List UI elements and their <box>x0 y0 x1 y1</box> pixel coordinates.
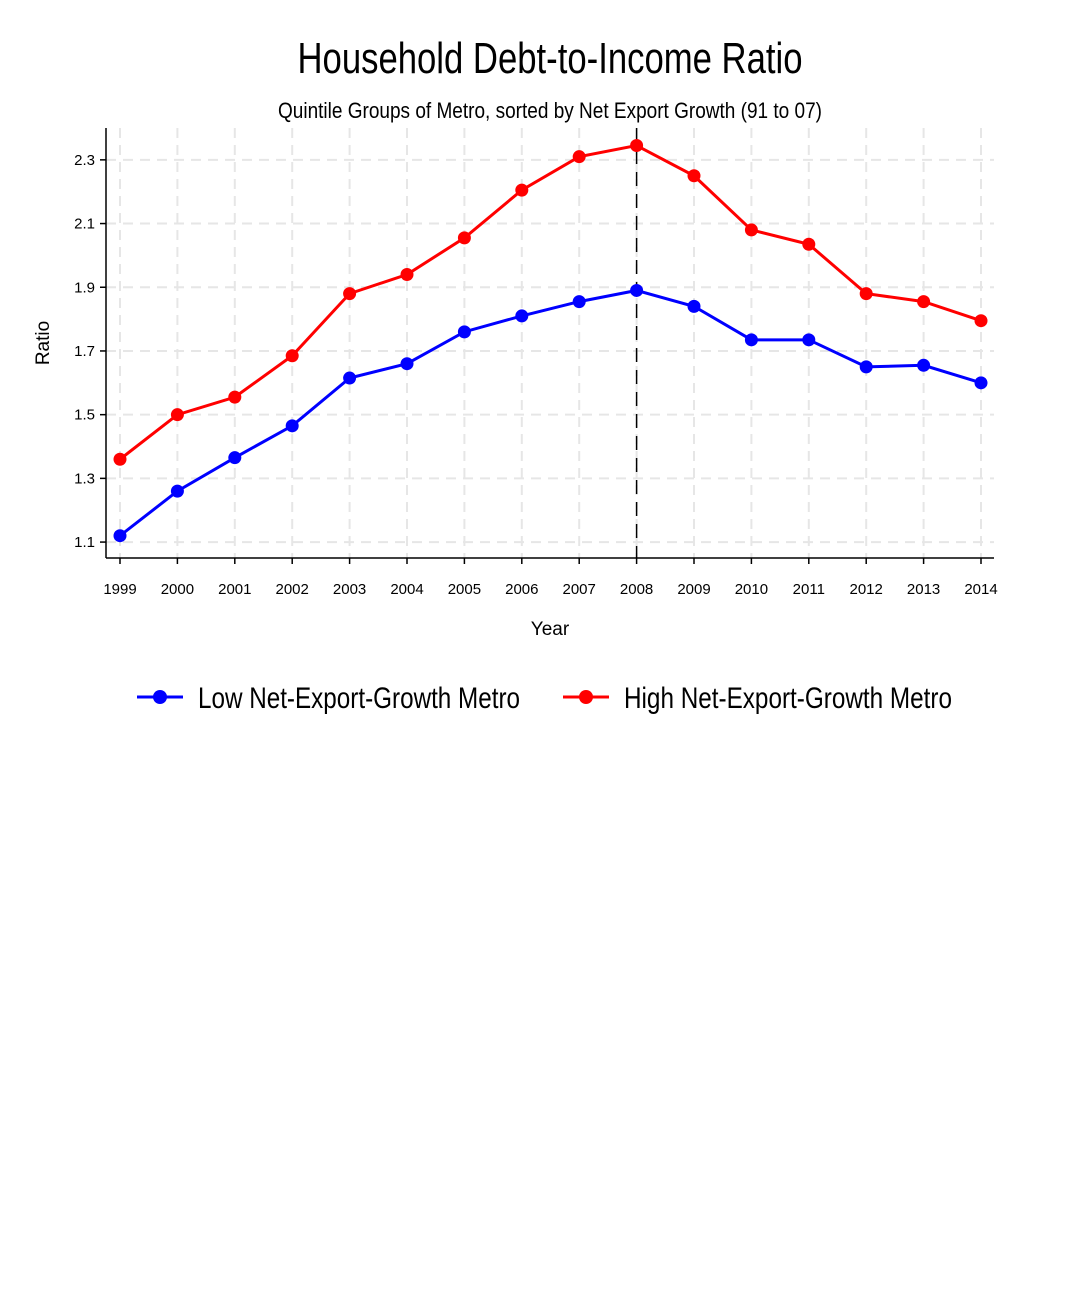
x-axis-label: Year <box>531 619 570 640</box>
data-point-series-1 <box>687 299 701 313</box>
data-point-series-1 <box>457 325 471 339</box>
data-point-series-1 <box>974 376 988 390</box>
data-point-series-2 <box>228 390 242 404</box>
data-point-series-2 <box>343 287 357 301</box>
data-point-series-2 <box>285 349 299 363</box>
x-tick-label: 2002 <box>276 581 309 598</box>
y-tick-label: 1.9 <box>74 279 95 296</box>
legend-marker-2 <box>579 690 593 704</box>
x-tick-label: 2007 <box>563 581 596 598</box>
y-tick-label: 2.3 <box>74 152 95 169</box>
x-tick-label: 2004 <box>390 581 423 598</box>
series-line-1 <box>119 288 982 537</box>
data-point-series-2 <box>802 237 816 251</box>
x-tick-label: 2008 <box>620 581 653 598</box>
x-tick-label: 2006 <box>505 581 538 598</box>
data-point-series-1 <box>400 357 414 371</box>
y-tick-label: 1.1 <box>74 534 95 551</box>
data-point-series-1 <box>630 283 644 297</box>
x-tick-label: 2001 <box>218 581 251 598</box>
data-point-series-2 <box>400 268 414 282</box>
data-point-series-2 <box>457 231 471 245</box>
x-tick-label: 2013 <box>907 581 940 598</box>
data-point-series-2 <box>515 183 529 197</box>
legend-label-1: Low Net-Export-Growth Metro <box>198 682 520 715</box>
y-tick-label: 1.5 <box>74 407 95 424</box>
data-point-series-1 <box>343 371 357 385</box>
x-tick-label: 2011 <box>793 581 825 598</box>
data-point-series-1 <box>802 333 816 347</box>
data-point-series-2 <box>744 223 758 237</box>
x-tick-label: 2000 <box>161 581 194 598</box>
x-tick-label: 2003 <box>333 581 366 598</box>
data-point-series-2 <box>859 287 873 301</box>
x-tick-label: 2009 <box>677 581 710 598</box>
data-point-series-1 <box>572 295 586 309</box>
x-tick-label: 2012 <box>850 581 883 598</box>
y-tick-label: 1.7 <box>74 343 95 360</box>
chart-title: Household Debt-to-Income Ratio <box>298 34 803 83</box>
data-point-series-2 <box>917 295 931 309</box>
data-point-series-1 <box>859 360 873 374</box>
data-point-series-2 <box>113 452 127 466</box>
y-tick-label: 1.3 <box>74 470 95 487</box>
data-point-series-1 <box>515 309 529 323</box>
data-point-series-1 <box>113 529 127 543</box>
x-tick-label: 2010 <box>735 581 768 598</box>
data-point-series-2 <box>170 408 184 422</box>
data-point-series-2 <box>687 169 701 183</box>
x-tick-label: 2005 <box>448 581 481 598</box>
x-tick-label: 2014 <box>964 581 997 598</box>
data-point-series-2 <box>572 150 586 164</box>
data-point-series-1 <box>917 358 931 372</box>
series-line-2 <box>119 143 982 461</box>
data-point-series-1 <box>228 451 242 465</box>
y-axis-label: Ratio <box>33 321 54 365</box>
legend-marker-1 <box>153 690 167 704</box>
chart-subtitle: Quintile Groups of Metro, sorted by Net … <box>278 98 822 123</box>
legend-label-2: High Net-Export-Growth Metro <box>624 682 952 715</box>
data-point-series-2 <box>974 314 988 328</box>
data-point-series-2 <box>630 139 644 153</box>
y-tick-label: 2.1 <box>74 216 95 233</box>
x-tick-label: 1999 <box>103 581 136 598</box>
data-point-series-1 <box>170 484 184 498</box>
data-point-series-1 <box>285 419 299 433</box>
data-point-series-1 <box>744 333 758 347</box>
